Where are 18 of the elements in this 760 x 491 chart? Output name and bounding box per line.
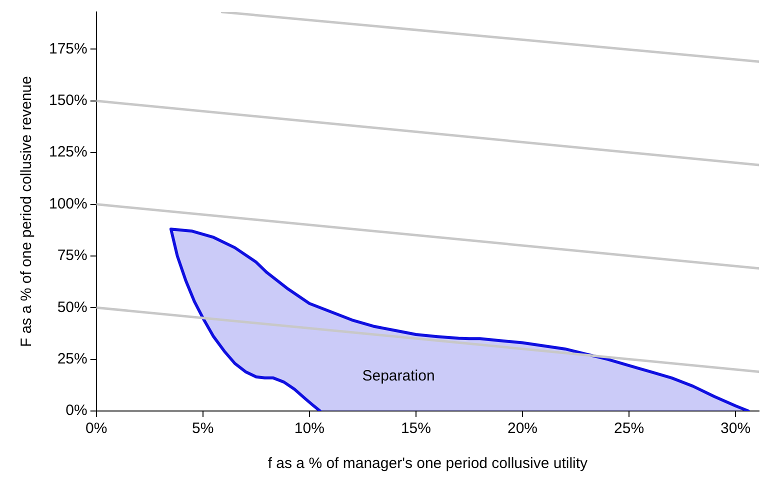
y-tick-label: 50% <box>57 298 88 316</box>
y-tick-label: 75% <box>57 247 88 264</box>
x-tick-label: 15% <box>400 420 431 438</box>
x-tick-label: 20% <box>507 420 538 438</box>
x-tick-label: 0% <box>86 420 108 438</box>
y-tick-label: 0% <box>66 402 88 420</box>
x-tick-label: 10% <box>294 420 324 438</box>
x-tick-label: 25% <box>614 420 644 438</box>
y-tick-label: 25% <box>57 350 88 368</box>
y-axis-title: F as a % of one period collusive revenue <box>18 76 36 347</box>
x-tick-label: 5% <box>192 420 214 438</box>
annotation: Separation <box>362 367 435 384</box>
y-tick-label: 125% <box>48 144 88 161</box>
x-tick-label: 30% <box>720 420 751 438</box>
y-tick-label: 100% <box>48 195 88 212</box>
x-axis-title: f as a % of manager's one period collusive utility <box>268 455 588 472</box>
y-tick-label: 175% <box>48 40 88 58</box>
y-tick-label: 150% <box>48 92 88 110</box>
